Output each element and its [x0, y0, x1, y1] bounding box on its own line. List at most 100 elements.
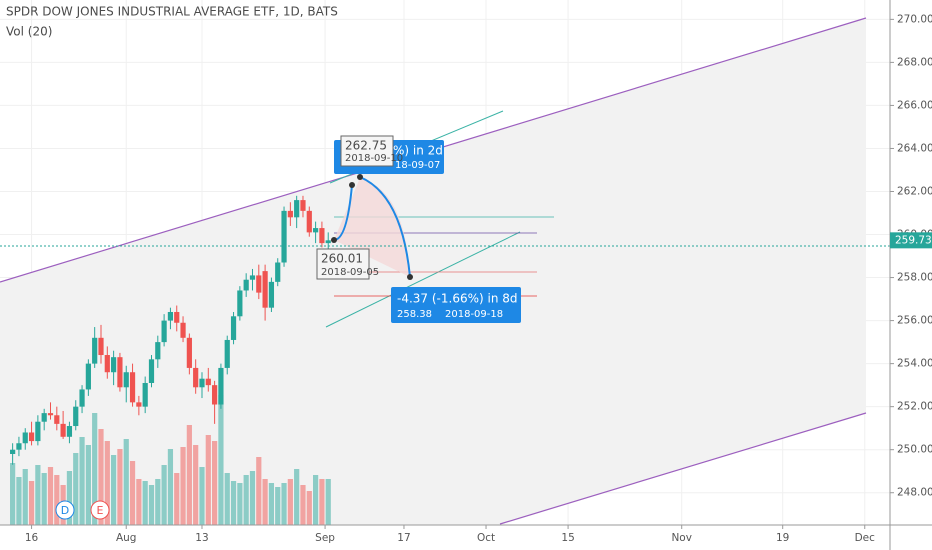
x-tick-label: 16 — [25, 532, 39, 544]
candle-body — [92, 337, 98, 364]
last-price-label: 259.73 — [895, 234, 932, 246]
axis-labels: 248.00 250.00 252.00 254.00 256.00 258.00 260.… — [25, 13, 932, 544]
volume-bar — [111, 455, 117, 525]
event-marker[interactable] — [55, 500, 75, 520]
point — [357, 174, 363, 180]
volume-bar — [313, 475, 319, 525]
candle-body — [319, 228, 325, 244]
candle-body — [22, 432, 28, 444]
x-tick-label: Dec — [855, 532, 876, 544]
volume-bar — [186, 425, 192, 525]
volume-bar — [104, 441, 110, 525]
x-tick-label: 19 — [776, 532, 789, 544]
candle-body — [10, 449, 16, 454]
candle-body — [186, 337, 192, 368]
volume-bar — [92, 413, 98, 525]
chart-subtitle: Vol (20) — [6, 25, 52, 39]
y-tick-label: 262.00 — [897, 185, 932, 197]
volume-bar — [237, 483, 243, 525]
volume-bar — [300, 485, 306, 525]
candle-body — [123, 372, 129, 388]
candle-body — [16, 443, 22, 450]
volume-bar — [85, 445, 91, 525]
annotation-text: -4.37 (-1.66%) in 8d — [397, 292, 518, 306]
volume-bar — [218, 395, 224, 525]
candle-body — [275, 262, 281, 282]
x-tick-label: Aug — [116, 532, 137, 544]
volume-bar — [167, 449, 174, 525]
candle-body — [313, 228, 319, 233]
volume-bar — [243, 475, 249, 525]
volume-bar — [66, 471, 73, 525]
volume-bar — [262, 479, 268, 525]
volume-bar — [230, 481, 237, 525]
volume-bar — [123, 439, 129, 525]
event-marker-label[interactable]: E — [97, 504, 104, 517]
volume-bar — [155, 479, 161, 525]
x-tick-label: Oct — [477, 532, 495, 544]
candle-body — [300, 200, 306, 211]
volume-bar — [79, 437, 85, 525]
volume-bar — [193, 445, 199, 525]
y-tick-label: 268.00 — [897, 56, 932, 68]
y-tick-label: 270.00 — [897, 13, 932, 25]
volume-bar — [73, 453, 79, 525]
y-tick-label: 248.00 — [897, 487, 932, 499]
volume-bar — [117, 449, 123, 525]
volume-bar — [275, 487, 281, 525]
channel-line — [499, 412, 867, 525]
annotation-text: 18-09-07 — [395, 160, 440, 171]
candle-body — [237, 290, 243, 317]
volume-bar — [249, 471, 256, 525]
point — [349, 182, 355, 188]
point — [407, 274, 413, 280]
annotation-box — [340, 135, 394, 167]
trend-line — [325, 231, 521, 328]
volume-bar — [41, 473, 47, 525]
volume-bar — [287, 479, 293, 525]
volume-bar — [268, 483, 275, 525]
y-tick-label: 252.00 — [897, 401, 932, 413]
candle-body — [136, 402, 142, 407]
candle-body — [79, 389, 85, 407]
candle-body — [306, 210, 312, 233]
y-tick-label: 254.00 — [897, 358, 932, 370]
candle-body — [104, 355, 110, 373]
volume-bar — [205, 435, 211, 525]
volume-bar — [325, 479, 331, 525]
candle-body — [54, 415, 60, 424]
candle-body — [218, 367, 224, 405]
y-tick-label: 256.00 — [897, 315, 932, 327]
y-tick-label: 264.00 — [897, 142, 932, 154]
annotation-text: %) in 2d — [393, 144, 443, 158]
candle-body — [73, 406, 79, 427]
candle-body — [281, 210, 287, 263]
candle-body — [155, 342, 161, 360]
event-marker-label[interactable]: D — [61, 504, 69, 517]
annotation-text: 2018-09-10 — [345, 153, 403, 164]
candle-body — [243, 279, 249, 291]
volume-bar — [28, 481, 35, 525]
volume-pane — [10, 395, 331, 525]
event-marker[interactable] — [90, 500, 110, 520]
x-tick-label: 13 — [195, 532, 208, 544]
volume-bar — [161, 465, 167, 525]
volume-bar — [174, 473, 180, 525]
candles — [10, 195, 331, 465]
volume-bar — [212, 441, 218, 525]
y-tick-label: 250.00 — [897, 444, 932, 456]
x-tick-label: Sep — [315, 532, 335, 544]
volume-bar — [180, 447, 186, 525]
annotation-text: 2018-09-05 — [321, 267, 379, 278]
volume-bar — [306, 491, 312, 525]
volume-bar — [129, 461, 136, 525]
volume-bar — [224, 473, 230, 525]
candle-body — [47, 413, 54, 416]
candle-body — [167, 311, 174, 321]
last-price-tag — [890, 232, 932, 249]
candle-body — [161, 320, 167, 343]
candle-body — [262, 271, 268, 308]
volume-bar — [35, 465, 41, 525]
range-shape — [334, 178, 410, 277]
